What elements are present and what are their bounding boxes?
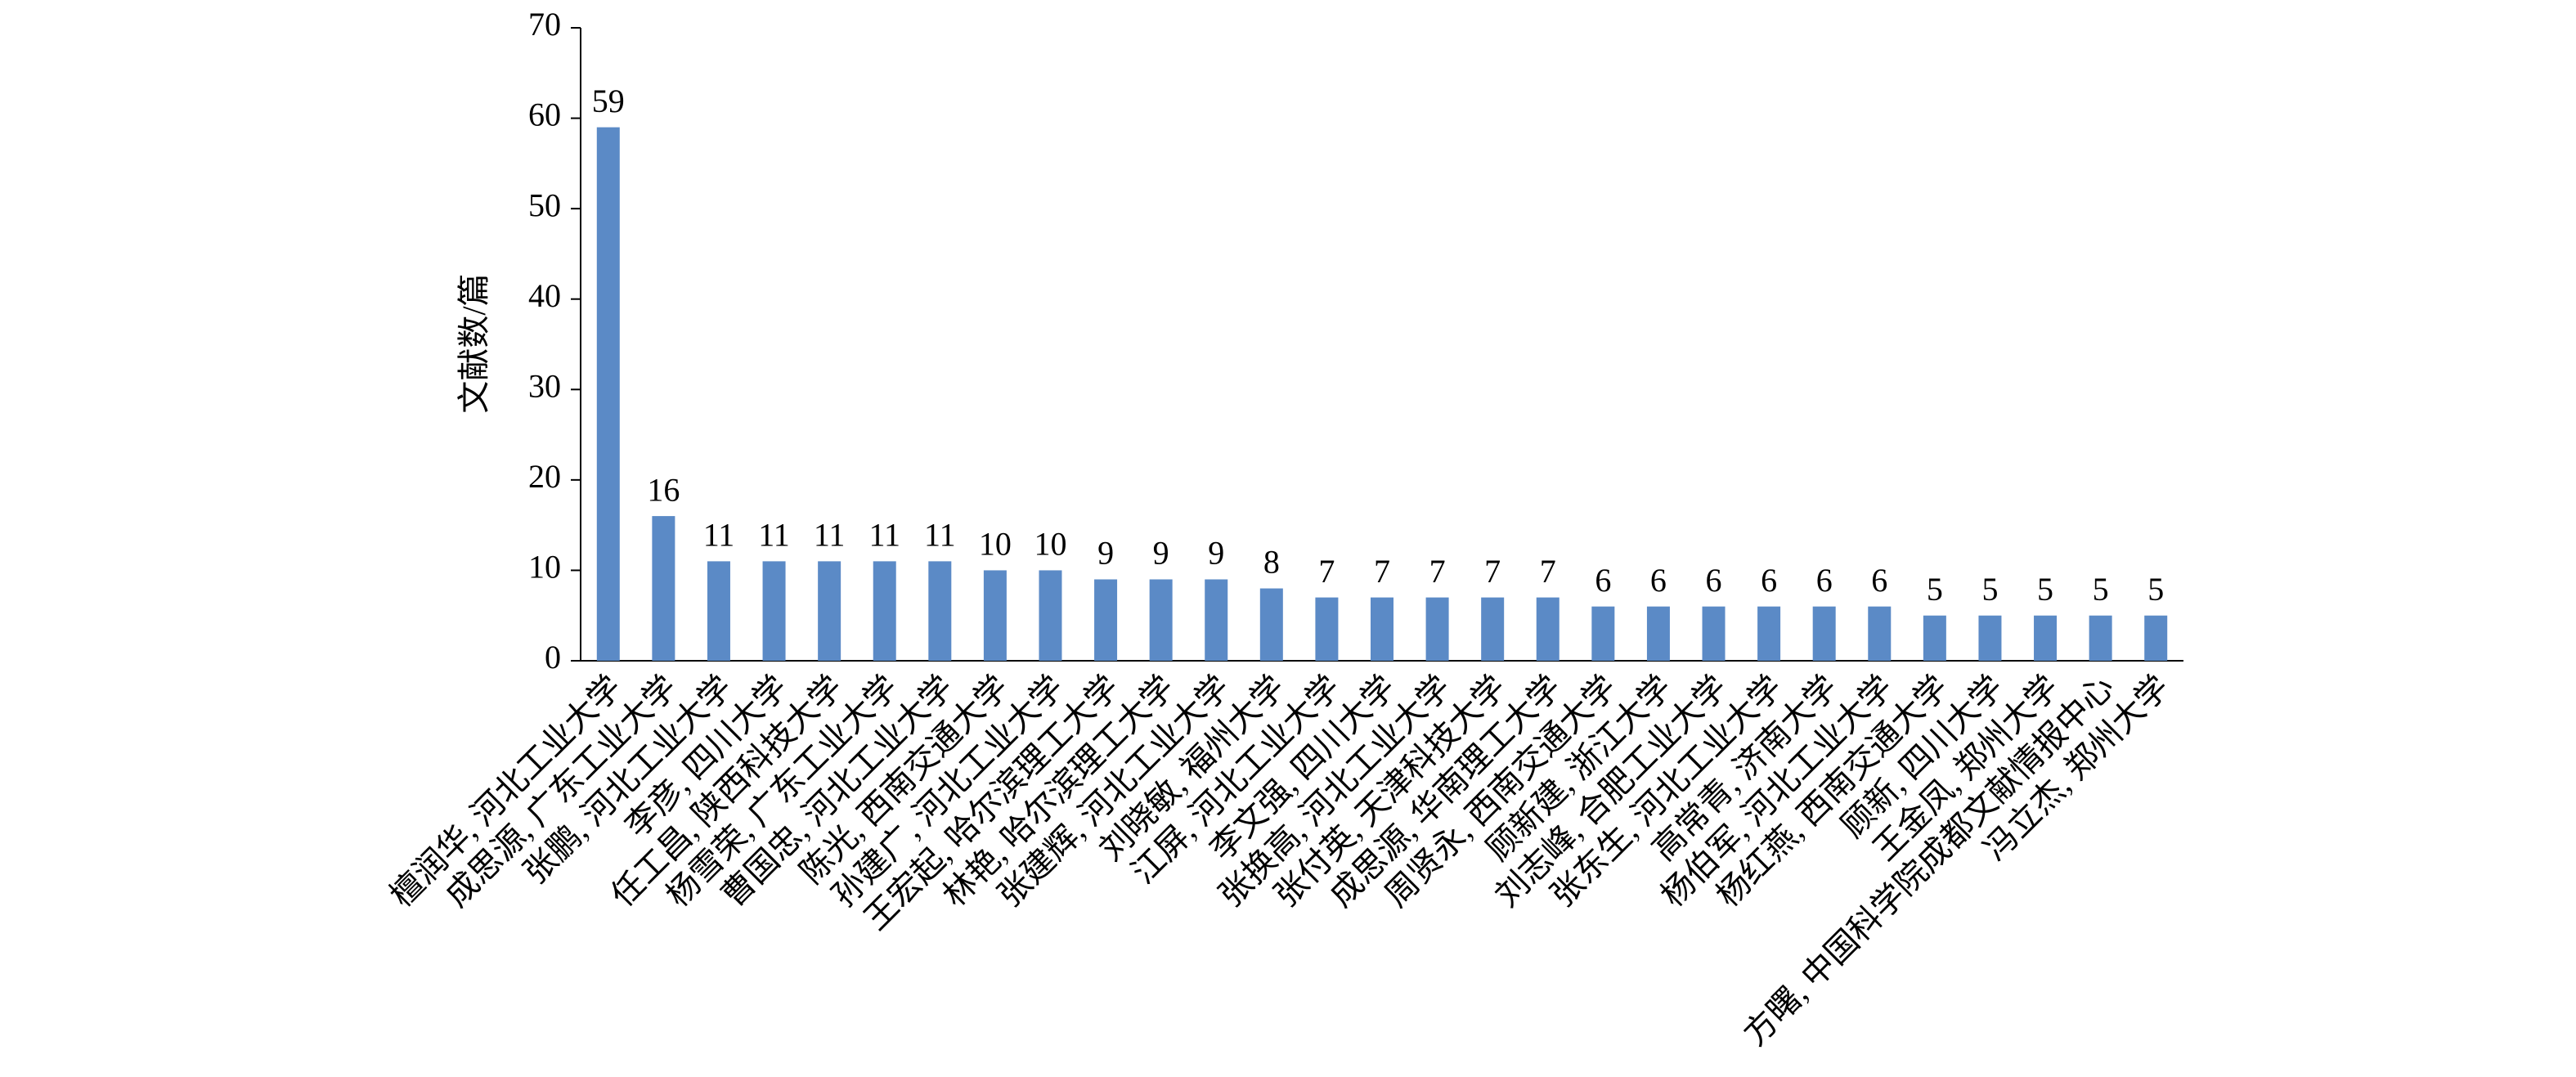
bar bbox=[1702, 606, 1726, 661]
data-label: 9 bbox=[1208, 535, 1224, 572]
data-label: 10 bbox=[979, 526, 1012, 563]
data-label: 5 bbox=[2147, 571, 2164, 608]
data-label: 11 bbox=[814, 517, 846, 554]
bar bbox=[1923, 615, 1946, 661]
y-tick-label: 40 bbox=[528, 277, 561, 314]
bar bbox=[1978, 615, 2002, 661]
y-tick-label: 50 bbox=[528, 186, 561, 223]
y-tick-label: 20 bbox=[528, 458, 561, 495]
bar bbox=[1481, 597, 1505, 661]
data-label: 5 bbox=[2093, 571, 2109, 608]
bar bbox=[1205, 579, 1228, 661]
y-tick-label: 70 bbox=[528, 6, 561, 43]
data-label: 59 bbox=[592, 83, 625, 119]
bar bbox=[1094, 579, 1118, 661]
data-label: 10 bbox=[1034, 526, 1066, 563]
bar bbox=[1646, 606, 1670, 661]
data-label: 8 bbox=[1263, 544, 1280, 581]
bar bbox=[1591, 606, 1615, 661]
data-label: 7 bbox=[1429, 553, 1446, 590]
bar bbox=[707, 561, 730, 661]
bar bbox=[983, 570, 1007, 661]
y-tick-label: 10 bbox=[528, 549, 561, 586]
data-label: 7 bbox=[1318, 553, 1335, 590]
data-label: 5 bbox=[2037, 571, 2053, 608]
bar bbox=[1149, 579, 1173, 661]
data-label: 7 bbox=[1484, 553, 1501, 590]
data-label: 6 bbox=[1761, 562, 1777, 599]
y-axis-title: 文献数/篇 bbox=[456, 273, 492, 413]
bar bbox=[928, 561, 952, 661]
data-label: 9 bbox=[1153, 535, 1169, 572]
bar bbox=[1812, 606, 1836, 661]
data-label: 7 bbox=[1540, 553, 1556, 590]
data-label: 6 bbox=[1706, 562, 1722, 599]
data-label: 11 bbox=[868, 517, 900, 554]
bar bbox=[596, 127, 620, 662]
bar bbox=[1315, 597, 1339, 661]
bar bbox=[1536, 597, 1560, 661]
y-tick-label: 60 bbox=[528, 96, 561, 133]
y-tick-label: 30 bbox=[528, 367, 561, 404]
bar bbox=[1259, 588, 1283, 661]
bar bbox=[762, 561, 786, 661]
bar bbox=[2144, 615, 2168, 661]
data-label: 7 bbox=[1374, 553, 1390, 590]
bar bbox=[873, 561, 896, 661]
data-label: 11 bbox=[758, 517, 790, 554]
data-label: 9 bbox=[1097, 535, 1114, 572]
bar bbox=[2034, 615, 2058, 661]
data-label: 5 bbox=[1927, 571, 1943, 608]
data-label: 16 bbox=[647, 471, 680, 508]
data-label: 5 bbox=[1981, 571, 1998, 608]
data-label: 6 bbox=[1816, 562, 1833, 599]
bar bbox=[1039, 570, 1062, 661]
bar bbox=[1868, 606, 1892, 661]
bar bbox=[2089, 615, 2112, 661]
bar bbox=[652, 516, 675, 661]
bar bbox=[818, 561, 841, 661]
data-label: 6 bbox=[1871, 562, 1887, 599]
data-label: 11 bbox=[703, 517, 735, 554]
y-tick-label: 0 bbox=[545, 639, 561, 675]
data-label: 6 bbox=[1595, 562, 1611, 599]
bar bbox=[1371, 597, 1393, 661]
bar bbox=[1425, 597, 1449, 661]
data-label: 6 bbox=[1650, 562, 1667, 599]
bar bbox=[1757, 606, 1781, 661]
data-label: 11 bbox=[924, 517, 956, 554]
